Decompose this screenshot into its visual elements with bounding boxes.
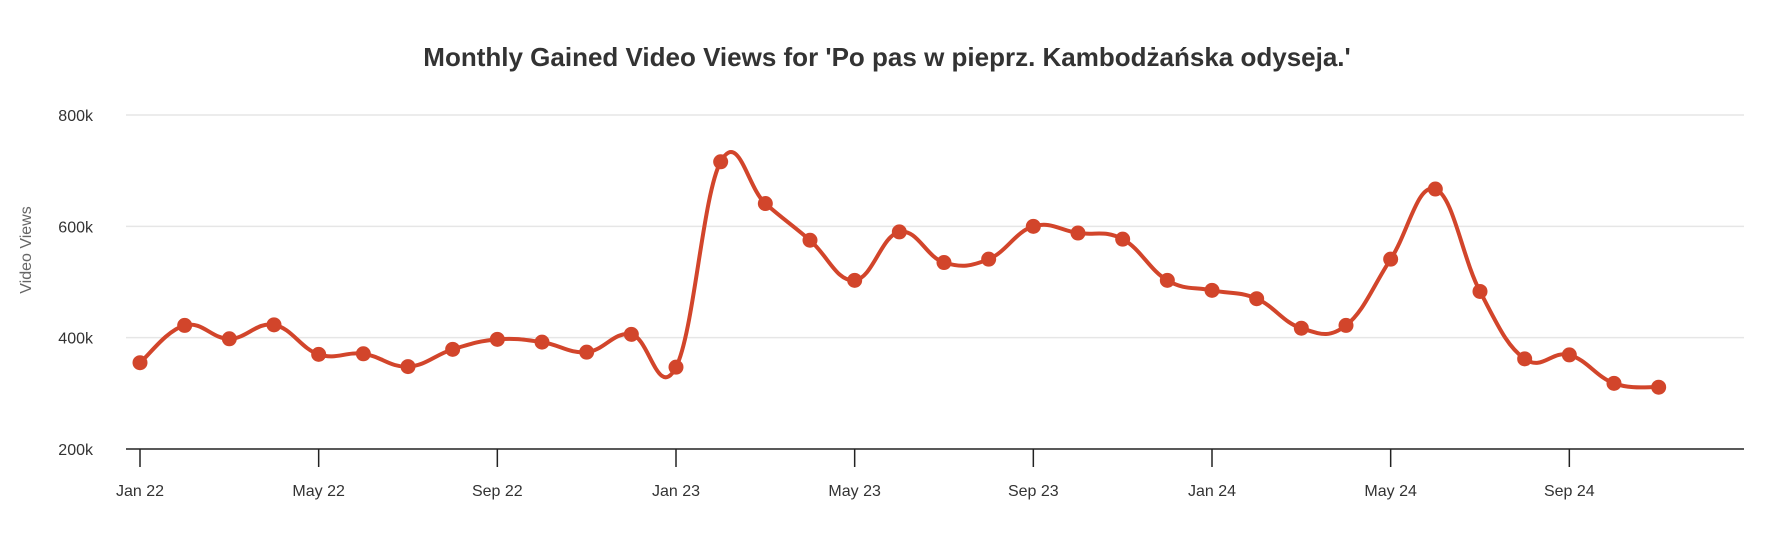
x-tick-label: May 22 xyxy=(292,483,345,500)
data-point[interactable] xyxy=(623,326,639,342)
data-point[interactable] xyxy=(668,359,684,375)
data-point[interactable] xyxy=(355,346,371,362)
data-point[interactable] xyxy=(1115,231,1131,247)
data-point[interactable] xyxy=(802,232,818,248)
data-point[interactable] xyxy=(534,334,550,350)
data-point[interactable] xyxy=(1070,225,1086,241)
x-tick-label: May 24 xyxy=(1364,483,1417,500)
x-tick-label: Sep 23 xyxy=(1008,483,1059,500)
data-point[interactable] xyxy=(1025,218,1041,234)
data-point[interactable] xyxy=(489,331,505,347)
data-point[interactable] xyxy=(936,255,952,271)
data-point[interactable] xyxy=(445,341,461,357)
y-axis: 200k 400k 600k 800k xyxy=(58,108,94,459)
data-point[interactable] xyxy=(1561,347,1577,363)
x-tick-label: May 23 xyxy=(828,483,881,500)
series xyxy=(132,150,1667,395)
data-point[interactable] xyxy=(1517,351,1533,367)
data-point[interactable] xyxy=(311,346,327,362)
x-tick-label: Jan 24 xyxy=(1188,483,1236,500)
y-axis-title: Video Views xyxy=(18,206,35,293)
data-point[interactable] xyxy=(1427,181,1443,197)
data-point[interactable] xyxy=(1383,251,1399,267)
data-point[interactable] xyxy=(757,196,773,212)
data-point[interactable] xyxy=(266,317,282,333)
data-point[interactable] xyxy=(1606,375,1622,391)
data-point[interactable] xyxy=(579,344,595,360)
data-point[interactable] xyxy=(177,317,193,333)
x-tick-label: Jan 22 xyxy=(116,483,164,500)
data-point[interactable] xyxy=(1338,317,1354,333)
data-point[interactable] xyxy=(1293,320,1309,336)
x-tick-label: Sep 24 xyxy=(1544,483,1595,500)
data-point[interactable] xyxy=(1651,379,1667,395)
y-tick-label: 800k xyxy=(58,108,94,125)
data-point[interactable] xyxy=(1159,272,1175,288)
chart-title: Monthly Gained Video Views for 'Po pas w… xyxy=(423,42,1350,72)
gridlines xyxy=(126,114,1744,339)
data-point[interactable] xyxy=(847,272,863,288)
data-point[interactable] xyxy=(1472,283,1488,299)
data-point[interactable] xyxy=(1204,282,1220,298)
data-point[interactable] xyxy=(132,355,148,371)
y-tick-label: 600k xyxy=(58,219,94,236)
y-tick-label: 400k xyxy=(58,331,94,348)
data-point[interactable] xyxy=(713,154,729,170)
x-tick-label: Jan 23 xyxy=(652,483,700,500)
data-point[interactable] xyxy=(400,359,416,375)
data-point[interactable] xyxy=(1249,291,1265,307)
data-point[interactable] xyxy=(221,331,237,347)
y-tick-label: 200k xyxy=(58,442,94,459)
data-point[interactable] xyxy=(891,224,907,240)
x-axis: Jan 22 May 22 Sep 22 Jan 23 May 23 Sep 23 Jan … xyxy=(116,448,1744,500)
data-point[interactable] xyxy=(981,251,997,267)
x-tick-label: Sep 22 xyxy=(472,483,523,500)
